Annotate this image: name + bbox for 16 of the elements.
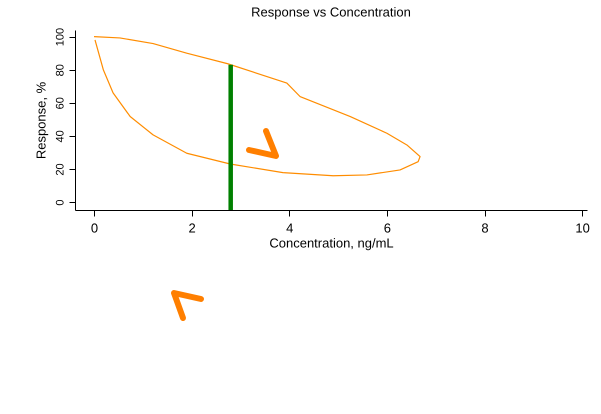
x-tick-label: 8 xyxy=(481,220,489,236)
x-tick-label: 6 xyxy=(384,220,392,236)
x-tick-label: 0 xyxy=(90,220,98,236)
y-tick-label: 20 xyxy=(54,163,66,176)
y-axis-title: Response, % xyxy=(34,81,48,160)
y-tick-label: 60 xyxy=(54,97,66,110)
x-tick-label: 2 xyxy=(188,220,196,236)
chart-title: Response vs Concentration xyxy=(251,4,411,20)
line-series xyxy=(93,36,421,176)
y-tick-label: 0 xyxy=(54,199,66,206)
y-tick-label: 40 xyxy=(54,130,66,143)
x-axis-title: Concentration, ng/mL xyxy=(269,236,394,250)
y-tick-label: 100 xyxy=(54,28,66,46)
x-tick-label: 10 xyxy=(575,220,590,236)
y-tick-label: 80 xyxy=(54,64,66,76)
x-tick-label: 4 xyxy=(286,220,294,236)
